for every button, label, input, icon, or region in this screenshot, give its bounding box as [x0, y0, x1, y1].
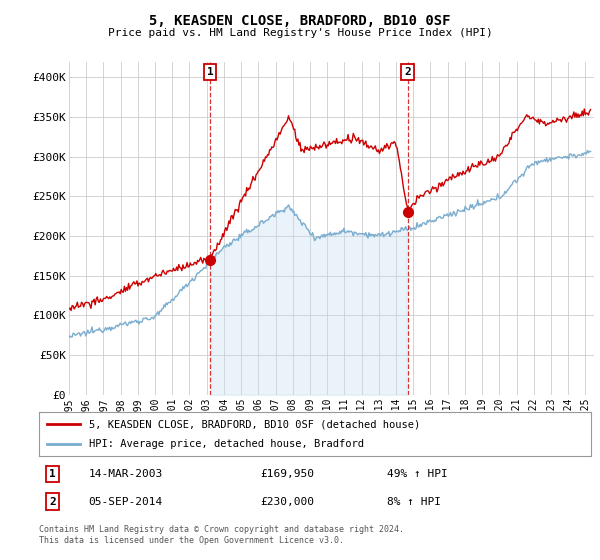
Text: HPI: Average price, detached house, Bradford: HPI: Average price, detached house, Brad… — [89, 439, 364, 449]
Text: 5, KEASDEN CLOSE, BRADFORD, BD10 0SF (detached house): 5, KEASDEN CLOSE, BRADFORD, BD10 0SF (de… — [89, 419, 420, 429]
Text: £230,000: £230,000 — [260, 497, 314, 507]
Text: 05-SEP-2014: 05-SEP-2014 — [89, 497, 163, 507]
Text: 14-MAR-2003: 14-MAR-2003 — [89, 469, 163, 479]
Text: £169,950: £169,950 — [260, 469, 314, 479]
Text: Contains HM Land Registry data © Crown copyright and database right 2024.
This d: Contains HM Land Registry data © Crown c… — [39, 525, 404, 545]
Text: 2: 2 — [404, 67, 411, 77]
Text: 49% ↑ HPI: 49% ↑ HPI — [387, 469, 448, 479]
Text: 2: 2 — [49, 497, 56, 507]
Text: 5, KEASDEN CLOSE, BRADFORD, BD10 0SF: 5, KEASDEN CLOSE, BRADFORD, BD10 0SF — [149, 14, 451, 28]
Text: 1: 1 — [207, 67, 214, 77]
Text: 1: 1 — [49, 469, 56, 479]
Text: 8% ↑ HPI: 8% ↑ HPI — [387, 497, 441, 507]
Text: Price paid vs. HM Land Registry's House Price Index (HPI): Price paid vs. HM Land Registry's House … — [107, 28, 493, 38]
